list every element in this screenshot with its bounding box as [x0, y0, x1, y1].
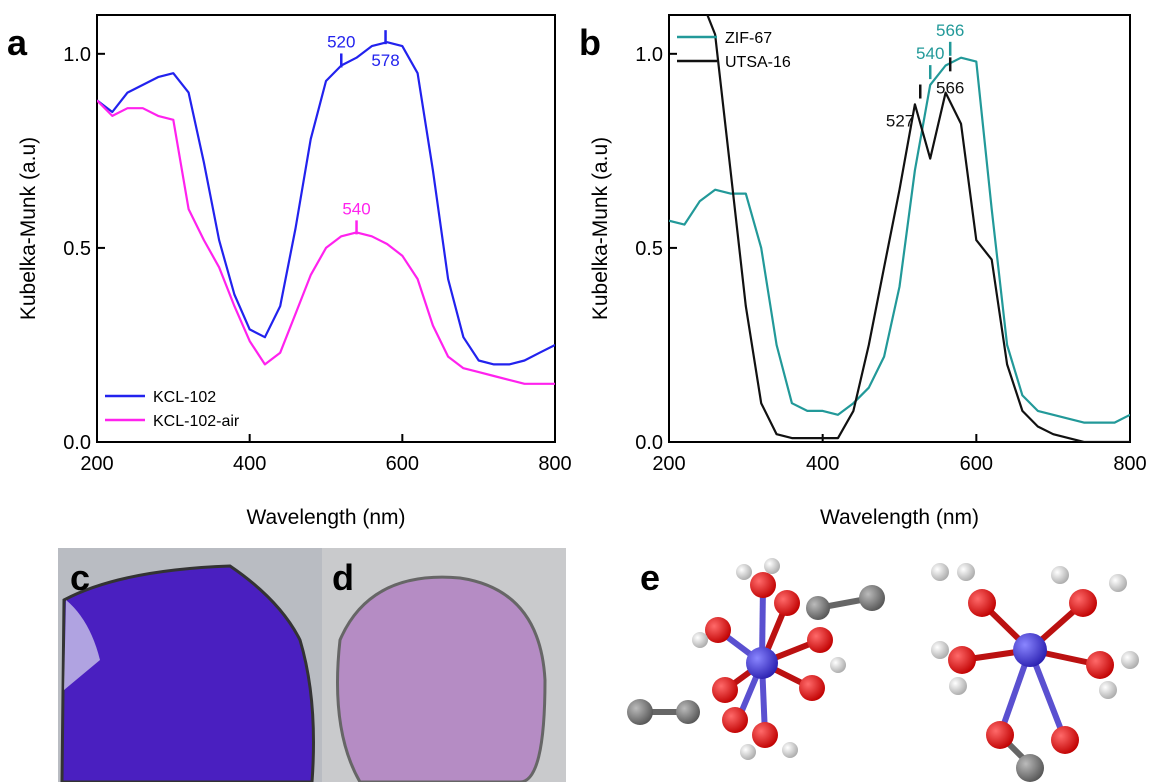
peak-label: 540: [916, 44, 944, 63]
y-tick-label: 1.0: [635, 44, 663, 66]
y-tick-label: 0.5: [63, 238, 91, 260]
legend-label: ZIF-67: [725, 30, 772, 47]
y-axis-label: Kubelka-Munk (a.u): [17, 137, 40, 320]
plot: [97, 42, 555, 384]
peak-label: 540: [342, 199, 370, 218]
photo-d: [322, 548, 566, 782]
x-tick-label: 600: [960, 453, 993, 475]
plot-frame: [97, 15, 555, 442]
panel-label: b: [579, 22, 601, 63]
photo-c: [58, 548, 322, 782]
y-tick-label: 0.0: [63, 432, 91, 454]
figure: c d e 2004006008000.00.51.0Wavel: [0, 0, 1155, 782]
y-tick-label: 0.0: [635, 432, 663, 454]
x-tick-label: 800: [1113, 453, 1146, 475]
y-tick-label: 1.0: [63, 44, 91, 66]
x-tick-label: 200: [80, 453, 113, 475]
x-axis-label: Wavelength (nm): [820, 506, 979, 529]
x-tick-label: 400: [233, 453, 266, 475]
x-axis-label: Wavelength (nm): [246, 506, 405, 529]
peak-label: 578: [371, 51, 399, 70]
data-line: [97, 100, 555, 383]
y-axis-label: Kubelka-Munk (a.u): [589, 137, 612, 320]
panel-label: e: [640, 557, 660, 598]
x-tick-label: 600: [386, 453, 419, 475]
panel-label: a: [7, 22, 28, 63]
x-tick-label: 400: [806, 453, 839, 475]
data-line: [97, 42, 555, 364]
x-tick-label: 800: [538, 453, 571, 475]
peak-label: 566: [936, 78, 964, 97]
panel-label: d: [332, 557, 354, 598]
molecule-right: [931, 563, 1139, 782]
peak-label: 566: [936, 21, 964, 40]
x-tick-label: 200: [652, 453, 685, 475]
legend-label: KCL-102: [153, 389, 216, 406]
legend-label: KCL-102-air: [153, 413, 240, 430]
y-tick-label: 0.5: [635, 238, 663, 260]
peak-label: 527: [886, 112, 914, 131]
peak-label: 520: [327, 32, 355, 51]
molecule-left: [627, 558, 885, 760]
panel-label: c: [70, 557, 90, 598]
legend-label: UTSA-16: [725, 54, 791, 71]
